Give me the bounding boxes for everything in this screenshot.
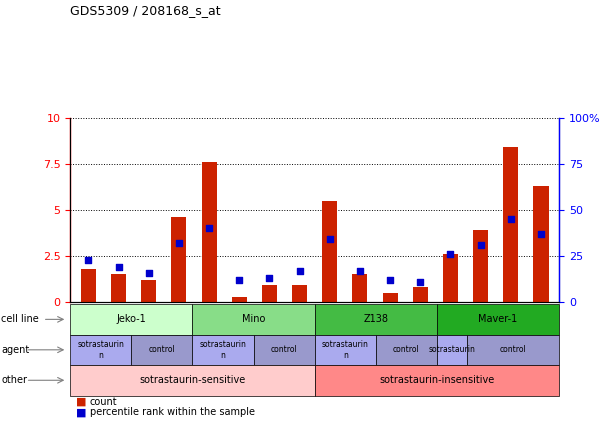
Bar [81,269,96,302]
Point [445,251,455,258]
Bar [292,286,307,302]
Text: control: control [500,345,527,354]
Bar [412,287,428,302]
Text: sotrastaurin-sensitive: sotrastaurin-sensitive [139,375,246,385]
Point [204,225,214,232]
Point [114,264,123,270]
Text: Jeko-1: Jeko-1 [117,314,146,324]
Text: sotrastaurin
n: sotrastaurin n [322,340,368,360]
Bar [262,286,277,302]
Text: sotrastaurin-insensitive: sotrastaurin-insensitive [379,375,494,385]
Text: Z138: Z138 [364,314,388,324]
Point [235,277,244,283]
Point [84,256,93,263]
Text: sotrastaurin
n: sotrastaurin n [200,340,246,360]
Bar [353,275,367,302]
Text: ■: ■ [76,397,87,407]
Point [536,231,546,237]
Bar [141,280,156,302]
Text: sotrastaurin: sotrastaurin [429,345,475,354]
Point [325,236,335,243]
Text: percentile rank within the sample: percentile rank within the sample [90,407,255,417]
Point [506,216,516,222]
Point [385,277,395,283]
Point [174,240,184,247]
Text: Mino: Mino [242,314,265,324]
Bar [473,230,488,302]
Bar [322,201,337,302]
Bar [111,275,126,302]
Text: cell line: cell line [1,314,39,324]
Bar [232,297,247,302]
Point [476,242,486,248]
Text: GDS5309 / 208168_s_at: GDS5309 / 208168_s_at [70,4,221,17]
Text: sotrastaurin
n: sotrastaurin n [78,340,124,360]
Text: control: control [148,345,175,354]
Point [265,275,274,281]
Bar [503,148,518,302]
Bar [443,254,458,302]
Point [415,278,425,285]
Text: Maver-1: Maver-1 [478,314,518,324]
Text: agent: agent [1,345,29,355]
Bar [171,217,186,302]
Bar [533,186,549,302]
Text: ■: ■ [76,407,87,417]
Bar [202,162,217,302]
Point [144,269,153,276]
Text: control: control [271,345,298,354]
Bar [382,293,398,302]
Text: control: control [393,345,420,354]
Point [355,267,365,274]
Point [295,267,304,274]
Text: count: count [90,397,117,407]
Text: other: other [1,375,27,385]
